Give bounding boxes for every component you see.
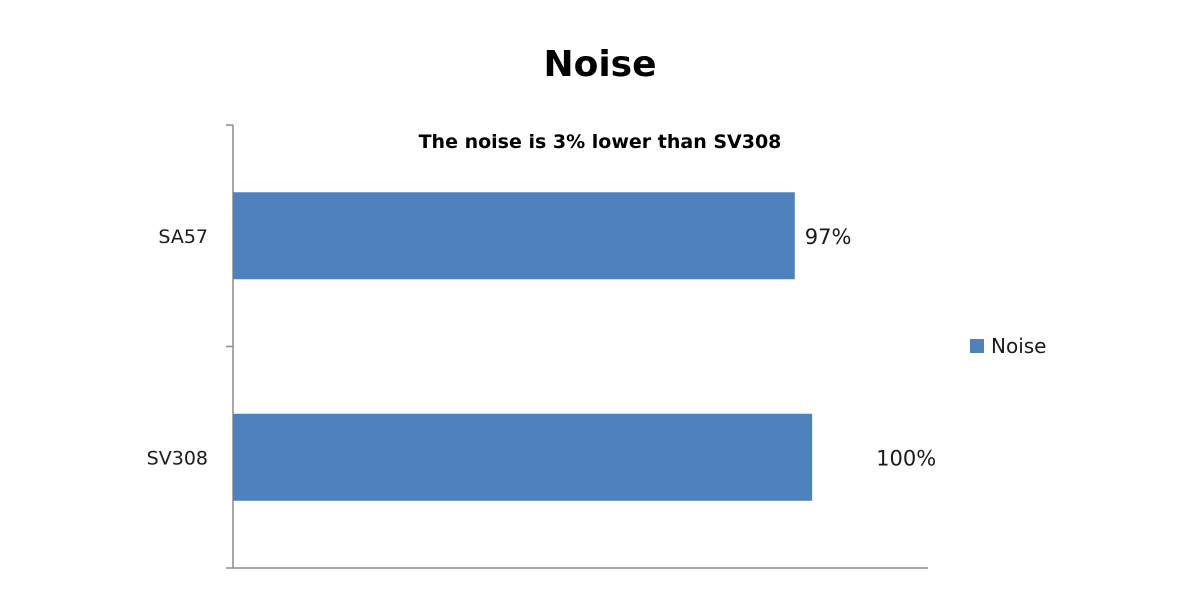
bar-sa57 bbox=[233, 192, 795, 280]
data-label-sa57: 97% bbox=[805, 225, 852, 249]
legend-label-noise: Noise bbox=[991, 334, 1046, 358]
data-label-sv308: 100% bbox=[876, 446, 936, 470]
chart-subtitle: The noise is 3% lower than SV308 bbox=[419, 131, 782, 153]
bar-sv308 bbox=[233, 413, 813, 501]
legend: Noise bbox=[970, 334, 1046, 358]
category-label-sv308: SV308 bbox=[147, 447, 208, 469]
category-label-sa57: SA57 bbox=[158, 226, 208, 248]
chart-title: Noise bbox=[543, 44, 656, 85]
plot-area: SA57 97% SV308 100% bbox=[147, 124, 936, 569]
legend-swatch-noise bbox=[970, 339, 984, 353]
